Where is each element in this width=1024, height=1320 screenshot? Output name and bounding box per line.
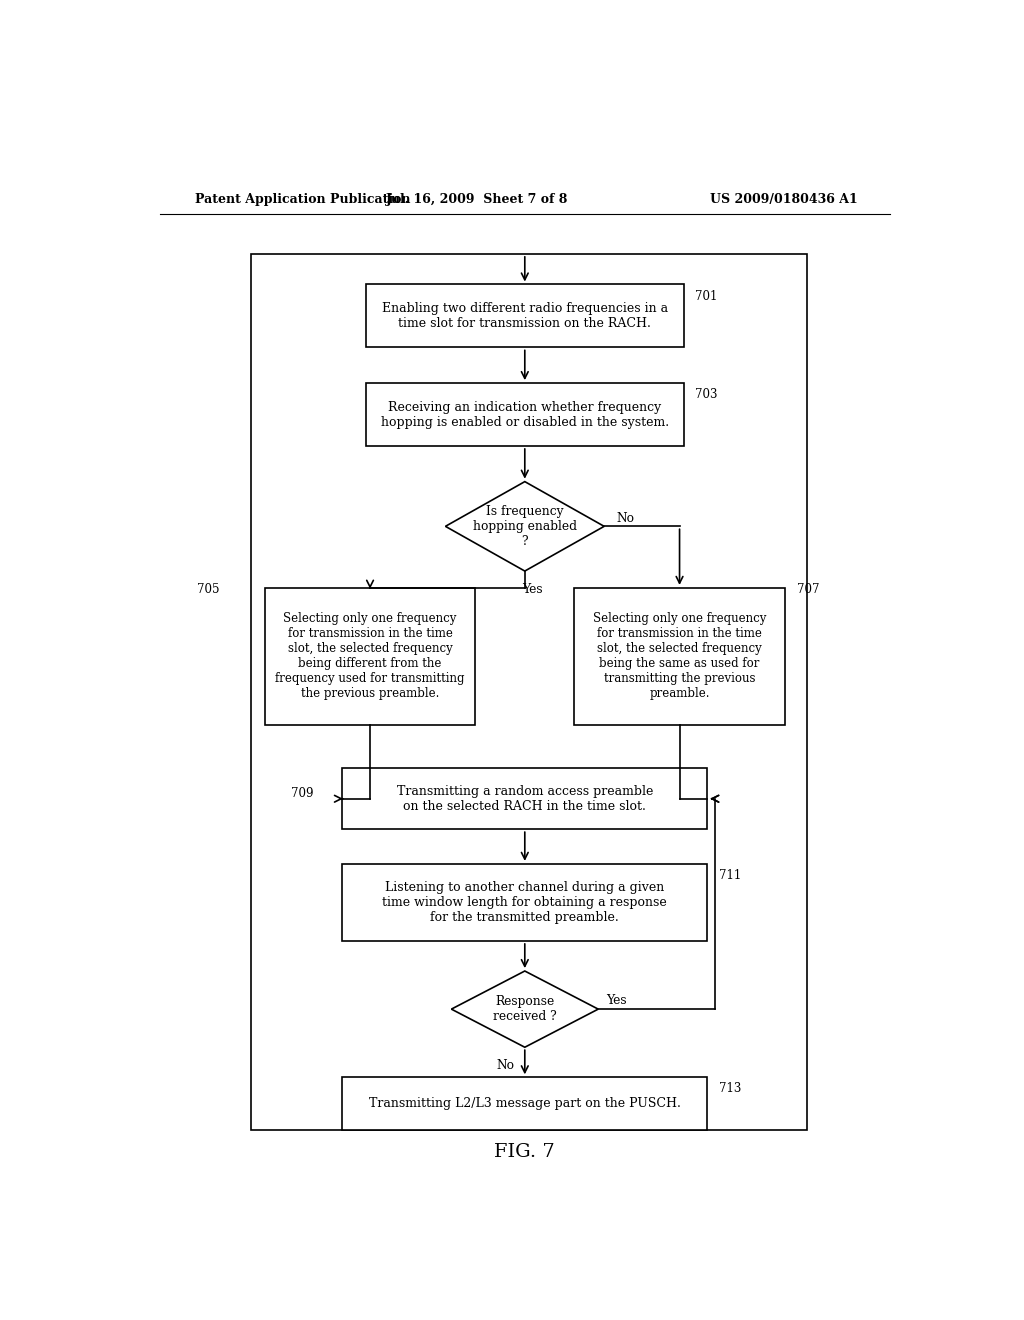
FancyBboxPatch shape	[574, 587, 784, 725]
Text: Receiving an indication whether frequency
hopping is enabled or disabled in the : Receiving an indication whether frequenc…	[381, 400, 669, 429]
Text: Patent Application Publication: Patent Application Publication	[196, 193, 411, 206]
Text: FIG. 7: FIG. 7	[495, 1143, 555, 1162]
FancyBboxPatch shape	[342, 1077, 708, 1130]
FancyBboxPatch shape	[342, 768, 708, 829]
Text: 705: 705	[198, 582, 220, 595]
Text: 701: 701	[695, 289, 718, 302]
Text: No: No	[496, 1060, 514, 1072]
Text: Jul. 16, 2009  Sheet 7 of 8: Jul. 16, 2009 Sheet 7 of 8	[386, 193, 568, 206]
Polygon shape	[445, 482, 604, 572]
Text: Enabling two different radio frequencies in a
time slot for transmission on the : Enabling two different radio frequencies…	[382, 302, 668, 330]
Text: Selecting only one frequency
for transmission in the time
slot, the selected fre: Selecting only one frequency for transmi…	[275, 612, 465, 701]
Polygon shape	[452, 972, 598, 1047]
Text: 713: 713	[719, 1082, 741, 1096]
Text: Yes: Yes	[606, 994, 627, 1007]
Text: Transmitting L2/L3 message part on the PUSCH.: Transmitting L2/L3 message part on the P…	[369, 1097, 681, 1110]
Text: 707: 707	[797, 582, 819, 595]
FancyBboxPatch shape	[367, 383, 684, 446]
FancyBboxPatch shape	[342, 863, 708, 941]
Text: Selecting only one frequency
for transmission in the time
slot, the selected fre: Selecting only one frequency for transmi…	[593, 612, 766, 701]
Text: 709: 709	[291, 787, 313, 800]
FancyBboxPatch shape	[367, 284, 684, 347]
Text: 703: 703	[695, 388, 718, 401]
FancyBboxPatch shape	[265, 587, 475, 725]
Text: US 2009/0180436 A1: US 2009/0180436 A1	[711, 193, 858, 206]
Text: Transmitting a random access preamble
on the selected RACH in the time slot.: Transmitting a random access preamble on…	[396, 784, 653, 813]
Text: Response
received ?: Response received ?	[493, 995, 557, 1023]
Text: 711: 711	[719, 869, 741, 882]
Text: No: No	[616, 512, 634, 525]
Text: Is frequency
hopping enabled
?: Is frequency hopping enabled ?	[473, 504, 577, 548]
Text: Listening to another channel during a given
time window length for obtaining a r: Listening to another channel during a gi…	[382, 880, 668, 924]
Text: Yes: Yes	[522, 583, 543, 597]
